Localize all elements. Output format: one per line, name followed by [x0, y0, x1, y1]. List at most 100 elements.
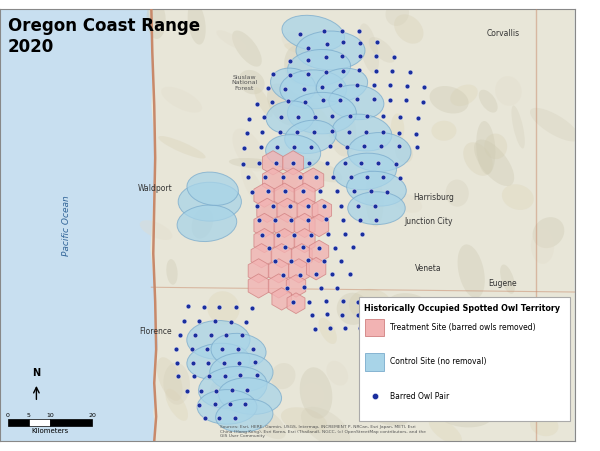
Polygon shape — [263, 168, 283, 192]
Point — [289, 144, 299, 151]
Ellipse shape — [207, 291, 239, 325]
Point — [391, 160, 400, 167]
Point — [295, 271, 305, 278]
Polygon shape — [309, 214, 329, 237]
Point — [348, 244, 358, 251]
Point — [260, 174, 270, 181]
Bar — [29, 419, 50, 426]
Point — [316, 285, 326, 292]
Point — [385, 97, 395, 104]
Point — [260, 113, 269, 120]
Polygon shape — [268, 274, 289, 298]
Point — [331, 244, 340, 252]
Point — [321, 216, 331, 223]
Polygon shape — [254, 229, 275, 253]
Polygon shape — [248, 259, 269, 283]
Point — [346, 174, 355, 181]
Point — [194, 401, 204, 409]
Point — [267, 99, 277, 106]
Point — [231, 304, 241, 311]
Ellipse shape — [389, 293, 428, 314]
Ellipse shape — [166, 389, 188, 421]
Point — [371, 216, 381, 224]
Point — [379, 112, 388, 120]
Point — [350, 188, 359, 195]
Ellipse shape — [286, 92, 318, 136]
Ellipse shape — [266, 134, 320, 170]
Point — [278, 174, 287, 181]
Ellipse shape — [485, 375, 516, 404]
Point — [242, 129, 252, 137]
Ellipse shape — [394, 14, 424, 44]
Point — [300, 99, 310, 106]
Ellipse shape — [191, 208, 213, 239]
Point — [281, 85, 290, 92]
Ellipse shape — [300, 367, 332, 419]
Ellipse shape — [177, 205, 237, 242]
Point — [371, 53, 381, 60]
Point — [256, 144, 265, 151]
Point — [278, 271, 287, 278]
Point — [272, 144, 281, 151]
Text: Waldport: Waldport — [138, 184, 173, 193]
Point — [311, 270, 321, 277]
Point — [227, 386, 236, 393]
Point — [295, 174, 305, 181]
Ellipse shape — [166, 259, 178, 285]
Point — [248, 345, 258, 352]
Ellipse shape — [531, 229, 554, 264]
Ellipse shape — [187, 343, 250, 380]
Ellipse shape — [284, 120, 336, 153]
Point — [199, 304, 209, 311]
Ellipse shape — [479, 90, 497, 113]
Point — [270, 216, 280, 224]
Point — [337, 311, 347, 318]
Point — [338, 38, 348, 46]
Point — [220, 359, 229, 367]
Point — [337, 27, 347, 34]
Ellipse shape — [463, 142, 493, 176]
Point — [355, 27, 364, 34]
Point — [413, 114, 422, 121]
Point — [395, 175, 405, 182]
Point — [374, 159, 383, 166]
Ellipse shape — [368, 405, 409, 426]
Ellipse shape — [431, 121, 457, 141]
Polygon shape — [248, 274, 269, 298]
Point — [379, 129, 388, 136]
Point — [353, 82, 362, 89]
Text: Oregon Coast Range
2020: Oregon Coast Range 2020 — [8, 17, 200, 56]
Point — [328, 128, 337, 135]
Ellipse shape — [439, 403, 492, 428]
Point — [247, 305, 257, 312]
Point — [212, 387, 221, 394]
Text: Eugene: Eugene — [488, 279, 517, 288]
Ellipse shape — [187, 321, 250, 359]
Text: Historically Occupied Spotted Owl Territory: Historically Occupied Spotted Owl Territ… — [364, 304, 560, 313]
Ellipse shape — [449, 341, 475, 389]
Ellipse shape — [199, 366, 267, 409]
Ellipse shape — [349, 289, 392, 321]
Point — [394, 143, 403, 150]
Ellipse shape — [395, 142, 413, 163]
Ellipse shape — [348, 192, 405, 225]
Polygon shape — [268, 259, 289, 283]
Point — [215, 415, 224, 422]
Point — [373, 38, 382, 46]
Point — [395, 113, 405, 120]
Point — [338, 216, 348, 224]
Point — [230, 415, 239, 422]
Polygon shape — [297, 198, 318, 222]
Point — [370, 202, 379, 209]
Point — [403, 83, 412, 90]
Text: Pacific Ocean: Pacific Ocean — [62, 195, 71, 256]
Point — [336, 258, 346, 265]
Ellipse shape — [296, 158, 342, 182]
Point — [385, 82, 395, 89]
Ellipse shape — [157, 357, 182, 401]
Text: 0: 0 — [6, 413, 10, 418]
Polygon shape — [277, 198, 298, 222]
Point — [172, 359, 182, 367]
Point — [252, 372, 262, 379]
Point — [217, 345, 227, 352]
